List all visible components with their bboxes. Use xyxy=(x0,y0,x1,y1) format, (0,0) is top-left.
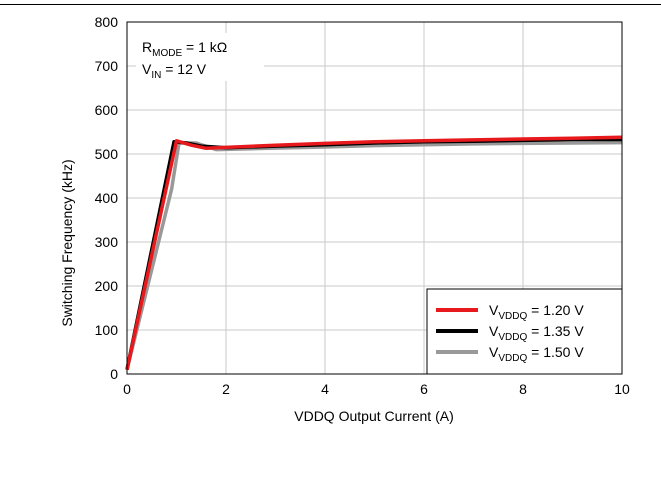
x-axis-label: VDDQ Output Current (A) xyxy=(294,408,454,424)
y-tick-label: 0 xyxy=(110,366,118,382)
y-tick-label: 800 xyxy=(95,14,119,30)
annotation-vin: VIN = 12 V xyxy=(142,61,207,81)
y-tick-label: 300 xyxy=(95,234,119,250)
y-axis-label: Switching Frequency (kHz) xyxy=(59,159,75,326)
x-tick-label: 4 xyxy=(321,381,329,397)
x-tick-label: 6 xyxy=(420,381,428,397)
annotation-bg xyxy=(136,33,264,81)
legend-label-3: VVDDQ = 1.50 V xyxy=(489,344,584,364)
x-tick-label: 2 xyxy=(222,381,230,397)
plot-frame xyxy=(126,21,623,375)
annotation-box: RMODE = 1 kΩ VIN = 12 V xyxy=(136,33,264,81)
series-lines xyxy=(125,135,623,371)
y-tick-label: 100 xyxy=(95,322,119,338)
legend-label-1: VVDDQ = 1.20 V xyxy=(489,302,584,322)
top-rule xyxy=(0,4,661,5)
annotation-rmode: RMODE = 1 kΩ xyxy=(142,39,227,59)
y-tick-label: 700 xyxy=(95,58,119,74)
legend-label-2: VVDDQ = 1.35 V xyxy=(489,323,584,343)
x-tick-label: 0 xyxy=(123,381,131,397)
legend: VVDDQ = 1.20 V VVDDQ = 1.35 V VVDDQ = 1.… xyxy=(426,288,623,375)
y-tick-label: 500 xyxy=(95,146,119,162)
series-line-1-20v xyxy=(125,135,623,370)
y-tick-label: 400 xyxy=(95,190,119,206)
x-tick-label: 10 xyxy=(614,381,630,397)
y-tick-label: 600 xyxy=(95,102,119,118)
x-tick-label: 8 xyxy=(519,381,527,397)
y-tick-label: 200 xyxy=(95,278,119,294)
